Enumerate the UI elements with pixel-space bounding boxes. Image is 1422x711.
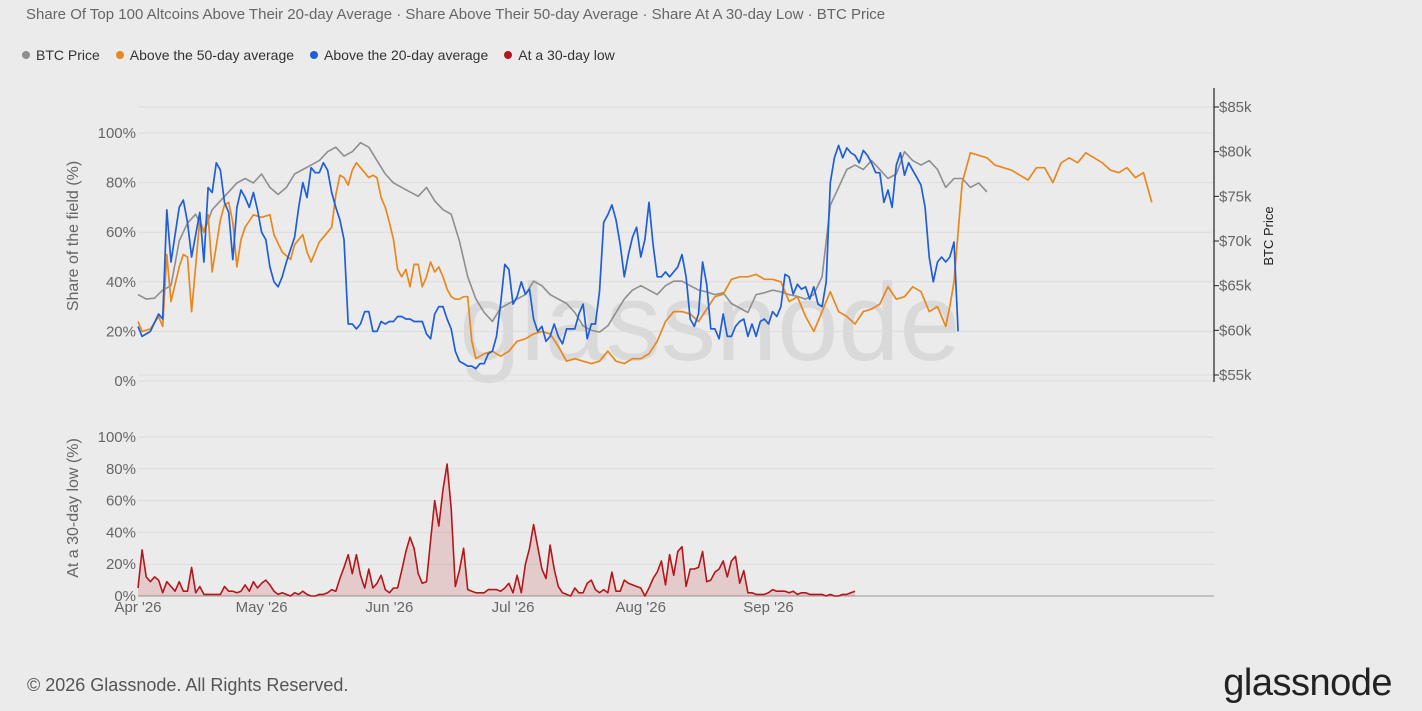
legend-label-above-50: Above the 50-day average [129,47,295,63]
legend-dot-30-day-low [504,51,513,59]
right-y-tick-label: $85k [1219,99,1252,116]
legend-label-btc-price: BTC Price [36,47,100,63]
top-y-tick-label: 60% [106,224,136,241]
top-panel-y-ticks: 0% 20% 40% 60% 80% 100% [98,125,136,390]
top-y-tick-label: 20% [106,323,136,340]
chart-title: Share Of Top 100 Altcoins Above Their 20… [26,6,886,23]
top-y-tick-label: 80% [106,175,136,192]
top-panel-grid [138,106,1214,382]
legend-label-30-day-low: At a 30-day low [518,47,615,63]
legend-item-above-50[interactable]: Above the 50-day average [115,47,295,63]
legend-dot-above-50 [115,51,124,59]
legend-dot-above-20 [310,51,319,59]
bottom-panel-y-ticks: 0% 20% 40% 60% 80% 100% [98,429,136,605]
x-tick-label: Jun '26 [365,599,413,616]
right-y-axis: $55k $60k $65k $70k $75k $80k $85k [1213,88,1252,384]
right-y-tick-label: $70k [1219,233,1252,250]
top-panel-y-axis-title: Share of the field (%) [65,161,82,311]
x-tick-label: Aug '26 [616,599,666,616]
copyright-text: © 2026 Glassnode. All Rights Reserved. [27,675,349,695]
right-y-tick-label: $55k [1219,367,1252,384]
bottom-y-tick-label: 20% [106,556,136,573]
series-line-above-50-day-average [137,151,1153,365]
right-y-tick-label: $75k [1219,188,1252,205]
top-y-tick-label: 100% [98,125,136,142]
bottom-panel-y-axis-title: At a 30-day low (%) [65,438,82,578]
right-y-tick-label: $80k [1219,144,1252,161]
series-line-above-20-day-average [137,144,959,370]
right-y-tick-label: $60k [1219,322,1252,339]
x-tick-label: Jul '26 [492,599,535,616]
top-y-tick-label: 0% [114,373,136,390]
series-line-at-30-day-low [137,463,856,597]
bottom-panel-grid [138,436,1214,597]
right-y-axis-title: BTC Price [1261,206,1276,265]
x-tick-label: May '26 [236,599,288,616]
bottom-y-tick-label: 0% [114,588,136,605]
legend-item-btc-price[interactable]: BTC Price [22,47,100,63]
bottom-y-tick-label: 80% [106,461,136,478]
bottom-y-tick-label: 60% [106,493,136,510]
legend-item-30-day-low[interactable]: At a 30-day low [504,47,615,63]
right-y-tick-label: $65k [1219,278,1252,295]
x-axis-ticks: Apr '26 May '26 Jun '26 Jul '26 Aug '26 Sep '… [114,599,793,616]
legend-item-above-20[interactable]: Above the 20-day average [310,47,488,63]
legend: BTC Price Above the 50-day average Above… [22,47,615,63]
x-tick-label: Sep '26 [743,599,793,616]
bottom-y-tick-label: 40% [106,524,136,541]
legend-label-above-20: Above the 20-day average [324,47,489,63]
brand-logo: glassnode [1223,662,1392,704]
legend-dot-btc-price [22,51,30,59]
x-tick-label: Apr '26 [114,599,161,616]
series-layer [137,141,1153,597]
bottom-y-tick-label: 100% [98,429,136,446]
series-area-at-30-day-low [138,464,855,596]
top-y-tick-label: 40% [106,274,136,291]
series-line-btc-price [137,141,988,333]
